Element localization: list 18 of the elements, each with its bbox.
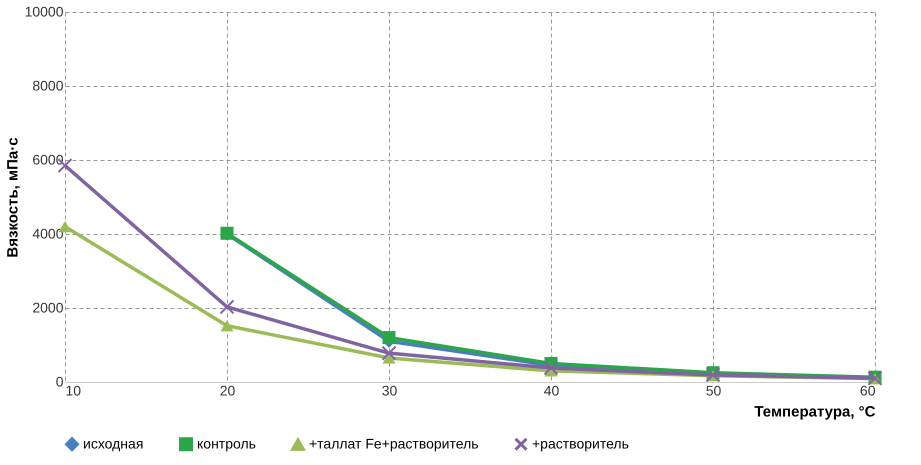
x-tick-label: 40: [544, 382, 560, 398]
y-tick-label: 10000: [24, 4, 64, 20]
x-tick-label: 30: [382, 382, 398, 398]
y-tick-label: 0: [56, 374, 64, 390]
legend-label: +таллат Fe+растворитель: [309, 436, 479, 452]
y-tick-label: 4000: [32, 226, 64, 242]
x-tick-label: 20: [220, 382, 236, 398]
legend-label: исходная: [83, 435, 144, 452]
x-tick-label: 50: [706, 382, 722, 398]
x-axis-title: Температура, °C: [754, 404, 876, 420]
y-tick-label: 2000: [32, 300, 64, 316]
y-axis-title: Вязкость, мПа·с: [4, 137, 22, 258]
x-tick-label: 10: [66, 382, 82, 398]
x-tick-label: 60: [860, 382, 876, 398]
legend-label: контроль: [197, 435, 256, 452]
y-tick-label: 6000: [32, 152, 64, 168]
legend-label: +растворитель: [532, 435, 629, 452]
y-tick-label: 8000: [32, 78, 64, 94]
